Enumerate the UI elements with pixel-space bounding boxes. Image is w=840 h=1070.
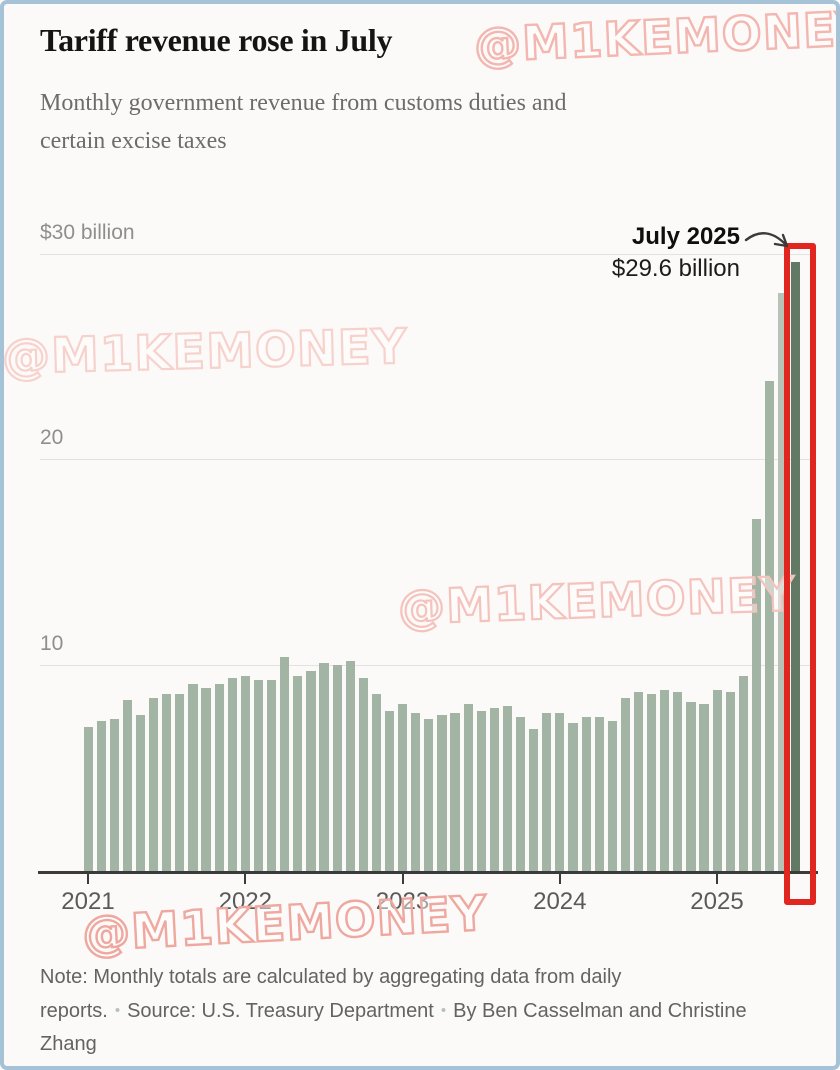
bar — [647, 694, 657, 871]
bar — [450, 712, 460, 871]
bar — [555, 712, 565, 871]
bar — [162, 694, 172, 871]
x-axis-tick — [87, 874, 89, 884]
bar — [660, 689, 670, 871]
gridline — [40, 459, 814, 461]
gridline — [40, 665, 814, 667]
y-axis-tick-label: $30 billion — [40, 220, 135, 244]
x-axis-tick — [244, 874, 247, 884]
bar-series — [83, 221, 824, 871]
bar — [791, 261, 801, 871]
bar — [489, 708, 499, 871]
bar — [712, 689, 722, 871]
bar — [529, 729, 539, 871]
bar — [515, 716, 526, 871]
bar — [332, 665, 342, 871]
bar — [135, 714, 146, 871]
bar — [267, 679, 277, 871]
bar — [188, 683, 198, 871]
x-axis-tick-label: 2024 — [533, 888, 587, 915]
bar — [502, 706, 513, 871]
x-axis-tick-label: 2023 — [375, 888, 430, 915]
bar — [149, 698, 159, 871]
bar — [764, 381, 775, 871]
x-axis-tick — [401, 874, 404, 884]
gridline — [40, 253, 814, 255]
bar — [594, 716, 604, 871]
bar — [542, 712, 552, 871]
bar — [633, 692, 644, 871]
bar — [122, 700, 133, 871]
bar — [306, 671, 316, 871]
separator-dot: • — [114, 1002, 121, 1019]
bar — [686, 702, 696, 871]
bar — [358, 677, 368, 871]
bar — [398, 704, 408, 871]
x-axis-baseline — [38, 871, 818, 874]
bar — [437, 714, 447, 871]
bar — [607, 720, 617, 871]
bar — [384, 710, 395, 871]
bar — [371, 694, 382, 871]
x-axis-tick — [558, 874, 561, 884]
annotation-value: $29.6 billion — [611, 255, 740, 282]
bar — [411, 712, 421, 871]
separator-dot: • — [440, 1002, 447, 1019]
y-axis-tick-label: 10 — [40, 632, 64, 656]
bar — [96, 720, 106, 871]
note-text: Note: Monthly totals are calculated by a… — [40, 966, 622, 1022]
bar — [620, 698, 631, 871]
bar — [201, 687, 211, 871]
bar — [293, 675, 303, 871]
bar — [345, 661, 355, 871]
x-axis-tick — [716, 874, 718, 884]
x-axis-tick-label: 2021 — [61, 888, 115, 915]
bar — [83, 726, 93, 871]
annotation-arrow-icon — [744, 232, 789, 248]
bar — [778, 292, 788, 871]
annotation: July 2025 $29.6 billion — [420, 221, 740, 285]
bar — [109, 718, 119, 871]
bar — [280, 657, 290, 871]
bar — [673, 692, 683, 871]
bar — [568, 722, 578, 871]
x-axis-tick-label: 2022 — [218, 888, 272, 915]
bar — [214, 683, 224, 871]
page-title: Tariff revenue rose in July — [40, 22, 393, 58]
bar — [424, 718, 434, 871]
source-text: Source: U.S. Treasury Department — [127, 1000, 434, 1022]
bar — [227, 677, 237, 871]
bar — [725, 692, 735, 871]
annotation-label: July 2025 — [631, 223, 740, 250]
bar — [175, 694, 185, 871]
bar — [240, 675, 250, 871]
highlight-box — [784, 243, 816, 905]
chart-subtitle: Monthly government revenue from customs … — [40, 90, 567, 154]
bar — [319, 663, 329, 871]
bar — [751, 519, 762, 871]
bar — [476, 710, 486, 871]
bar — [699, 704, 709, 871]
footer-note: Note: Monthly totals are calculated by a… — [40, 961, 756, 1061]
bar — [738, 675, 748, 871]
bar — [581, 716, 591, 871]
y-axis-tick-label: 20 — [40, 426, 64, 450]
bar — [253, 679, 264, 871]
bar — [463, 704, 473, 871]
x-axis-tick-label: 2025 — [690, 888, 744, 915]
byline-text: By Ben Casselman and Christine Zhang — [40, 1000, 747, 1055]
